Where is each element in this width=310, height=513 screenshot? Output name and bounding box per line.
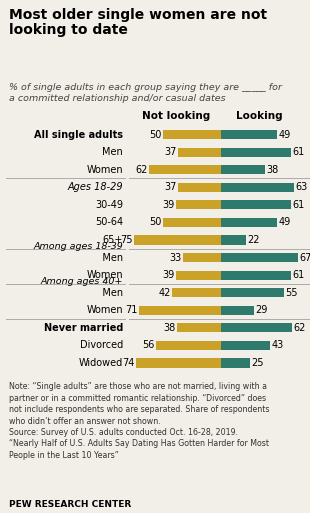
Text: Ages 18-29: Ages 18-29 — [68, 182, 123, 192]
Text: Divorced: Divorced — [80, 341, 123, 350]
Bar — [221, 218, 277, 227]
Text: Among ages 40+: Among ages 40+ — [41, 277, 123, 286]
Text: 33: 33 — [169, 252, 181, 263]
Bar — [221, 148, 291, 156]
Text: 50-64: 50-64 — [95, 218, 123, 227]
Text: % of single adults in each group saying they are _____ for
a committed relations: % of single adults in each group saying … — [9, 83, 282, 103]
Bar — [221, 270, 291, 280]
Text: Women: Women — [86, 165, 123, 175]
Text: Among ages 18-39: Among ages 18-39 — [33, 242, 123, 251]
Text: Widowed: Widowed — [79, 358, 123, 368]
Text: 63: 63 — [295, 182, 307, 192]
Text: Never married: Never married — [44, 323, 123, 333]
Text: 56: 56 — [143, 341, 155, 350]
Bar — [177, 323, 221, 332]
Text: 43: 43 — [272, 341, 284, 350]
Text: Men: Men — [93, 288, 123, 299]
Text: 29: 29 — [256, 305, 268, 315]
Text: 71: 71 — [125, 305, 138, 315]
Text: 38: 38 — [266, 165, 278, 175]
Bar — [221, 359, 250, 368]
Bar — [163, 130, 221, 139]
Text: 49: 49 — [279, 130, 291, 140]
Text: 38: 38 — [163, 323, 176, 333]
Text: 30-49: 30-49 — [95, 200, 123, 210]
Bar — [139, 306, 221, 315]
Bar — [221, 130, 277, 139]
Text: 61: 61 — [293, 270, 305, 280]
Bar — [221, 183, 294, 192]
Text: Most older single women are not
looking to date: Most older single women are not looking … — [9, 8, 268, 37]
Text: 74: 74 — [122, 358, 134, 368]
Text: 39: 39 — [162, 270, 175, 280]
Bar — [149, 165, 221, 174]
Text: 39: 39 — [162, 200, 175, 210]
Text: 49: 49 — [279, 218, 291, 227]
Text: 65+: 65+ — [103, 235, 123, 245]
Text: All single adults: All single adults — [34, 130, 123, 140]
Text: PEW RESEARCH CENTER: PEW RESEARCH CENTER — [9, 500, 131, 509]
Text: 50: 50 — [149, 218, 162, 227]
Bar — [163, 218, 221, 227]
Text: 42: 42 — [159, 288, 171, 298]
Bar — [135, 359, 221, 368]
Bar — [221, 323, 292, 332]
Text: 50: 50 — [149, 130, 162, 140]
Bar — [156, 341, 221, 350]
Bar — [135, 235, 221, 245]
Text: Women: Women — [86, 305, 123, 315]
Text: Men: Men — [93, 253, 123, 263]
Bar — [176, 270, 221, 280]
Bar — [183, 253, 221, 262]
Text: 61: 61 — [293, 147, 305, 157]
Bar — [221, 165, 265, 174]
Bar — [178, 183, 221, 192]
Text: 37: 37 — [165, 182, 177, 192]
Text: 67: 67 — [299, 252, 310, 263]
Bar — [178, 148, 221, 156]
Text: 62: 62 — [294, 323, 306, 333]
Bar — [221, 253, 298, 262]
Bar — [221, 306, 254, 315]
Bar — [172, 288, 221, 298]
Text: Women: Women — [86, 270, 123, 280]
Text: Not looking: Not looking — [143, 111, 211, 122]
Bar — [221, 288, 284, 298]
Text: Men: Men — [102, 147, 123, 157]
Bar — [221, 200, 291, 209]
Text: 55: 55 — [286, 288, 298, 298]
Text: 22: 22 — [248, 235, 260, 245]
Bar — [221, 341, 270, 350]
Text: 37: 37 — [165, 147, 177, 157]
Text: 61: 61 — [293, 200, 305, 210]
Text: Looking: Looking — [236, 111, 283, 122]
Text: 75: 75 — [121, 235, 133, 245]
Text: 62: 62 — [136, 165, 148, 175]
Text: Note: “Single adults” are those who are not married, living with a
partner or in: Note: “Single adults” are those who are … — [9, 382, 270, 460]
Bar — [221, 235, 246, 245]
Text: 25: 25 — [251, 358, 264, 368]
Bar — [176, 200, 221, 209]
